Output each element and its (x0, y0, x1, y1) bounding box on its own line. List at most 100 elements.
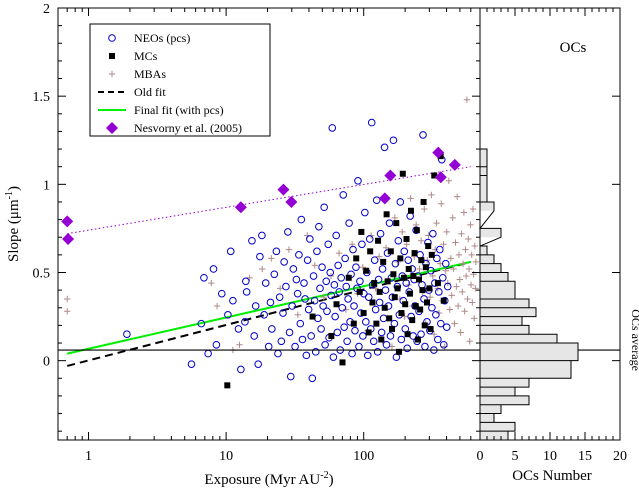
histogram-bar-2 (480, 413, 494, 423)
point-plus-79 (459, 288, 466, 296)
point-circle-open-119 (373, 348, 382, 356)
point-plus-62 (443, 228, 450, 236)
point-square-19 (378, 336, 385, 343)
histogram-bar-7 (480, 360, 571, 379)
point-square-39 (405, 265, 412, 272)
point-circle-open-190 (443, 282, 452, 291)
point-circle-open-5 (209, 265, 218, 273)
point-plus-5 (236, 341, 243, 348)
point-square-56 (425, 243, 432, 250)
point-plus-13 (311, 262, 318, 269)
point-square-28 (391, 294, 398, 301)
point-circle-open-126 (380, 143, 389, 152)
point-plus-98 (472, 285, 479, 292)
point-circle-open-149 (403, 344, 412, 353)
point-circle-open-54 (308, 374, 317, 383)
point-diamond-2 (234, 201, 247, 214)
point-circle-open-113 (367, 118, 376, 127)
x-tick-label: 1 (85, 449, 92, 464)
hist-x-tick-label: 20 (613, 449, 627, 464)
point-circle-open-14 (241, 277, 250, 286)
point-circle-open-103 (358, 240, 366, 249)
point-plus-47 (425, 232, 432, 239)
point-circle-open-135 (389, 136, 398, 145)
histogram-bar-0 (480, 431, 508, 440)
point-circle-open-9 (226, 247, 235, 256)
y-axis-title: Slope (μm-1) (4, 186, 22, 262)
point-plus-89 (466, 338, 473, 345)
histogram-bar-5 (480, 387, 515, 396)
point-plus-92 (468, 251, 475, 259)
fit-line-2 (67, 166, 471, 235)
point-circle-open-34 (282, 282, 290, 291)
point-square-63 (440, 297, 447, 304)
point-diamond-5 (378, 192, 391, 205)
point-circle-open-175 (429, 229, 437, 238)
histogram-bar-14 (480, 281, 515, 299)
point-plus-1 (64, 308, 71, 315)
histogram-bar-12 (480, 307, 536, 317)
point-circle-open-96 (351, 326, 359, 335)
legend-label: MBAs (134, 67, 166, 81)
point-circle-open-82 (337, 273, 345, 282)
point-circle-open-60 (315, 222, 323, 231)
point-plus-61 (442, 267, 449, 274)
point-circle-open-10 (229, 296, 237, 305)
fit-line-0 (66, 260, 472, 367)
histogram-bar-6 (480, 378, 529, 388)
point-square-4 (339, 359, 346, 366)
point-circle-open-16 (248, 236, 256, 245)
point-circle-open-44 (296, 319, 305, 328)
point-square-48 (416, 276, 423, 283)
point-plus-80 (459, 260, 467, 267)
point-plus-81 (460, 209, 468, 216)
hist-x-tick-label: 5 (512, 449, 519, 464)
point-circle-open-182 (436, 245, 444, 254)
point-circle-open-83 (338, 303, 347, 312)
histogram-title: OCs (560, 40, 587, 56)
point-plus-68 (449, 214, 456, 222)
point-square-45 (412, 302, 419, 309)
point-circle-open-32 (279, 309, 287, 317)
point-circle-open-1 (187, 360, 196, 368)
point-circle-open-181 (435, 288, 443, 296)
point-plus-97 (471, 242, 478, 250)
point-plus-64 (445, 177, 453, 184)
histogram-bar-21 (480, 175, 487, 202)
point-circle-open-45 (297, 215, 306, 224)
point-circle-open-174 (428, 303, 436, 312)
point-plus-96 (471, 315, 478, 322)
point-square-25 (387, 248, 394, 255)
point-plus-49 (428, 191, 435, 199)
point-circle-open-47 (300, 279, 308, 287)
x-axis-title: Exposure (Myr AU-2) (204, 470, 333, 488)
point-square-9 (358, 228, 365, 235)
point-circle-open-58 (313, 247, 321, 256)
point-plus-32 (399, 228, 406, 236)
point-plus-0 (64, 295, 71, 303)
point-circle-open-97 (352, 263, 360, 272)
point-square-44 (411, 250, 418, 257)
point-circle-open-179 (433, 254, 441, 263)
point-circle-open-8 (224, 311, 232, 319)
point-plus-8 (268, 255, 275, 262)
point-plus-75 (455, 251, 463, 259)
point-square-33 (398, 310, 405, 317)
point-square-27 (390, 271, 397, 278)
point-circle-open-31 (277, 337, 286, 346)
histogram-bar-16 (480, 263, 501, 273)
point-plus-91 (467, 281, 475, 289)
point-square-41 (407, 207, 414, 214)
point-plus-77 (457, 329, 464, 336)
point-circle-open-11 (234, 325, 243, 333)
point-plus-20 (359, 264, 366, 271)
point-circle-open-23 (261, 279, 270, 287)
point-circle-open-69 (324, 240, 333, 249)
point-square-12 (365, 329, 372, 336)
point-circle-open-110 (364, 293, 373, 301)
legend-label: NEOs (pcs) (134, 31, 190, 45)
point-plus-84 (462, 272, 470, 280)
point-circle-open-86 (341, 254, 349, 263)
point-circle-open-165 (419, 131, 427, 139)
point-square-15 (371, 280, 378, 287)
